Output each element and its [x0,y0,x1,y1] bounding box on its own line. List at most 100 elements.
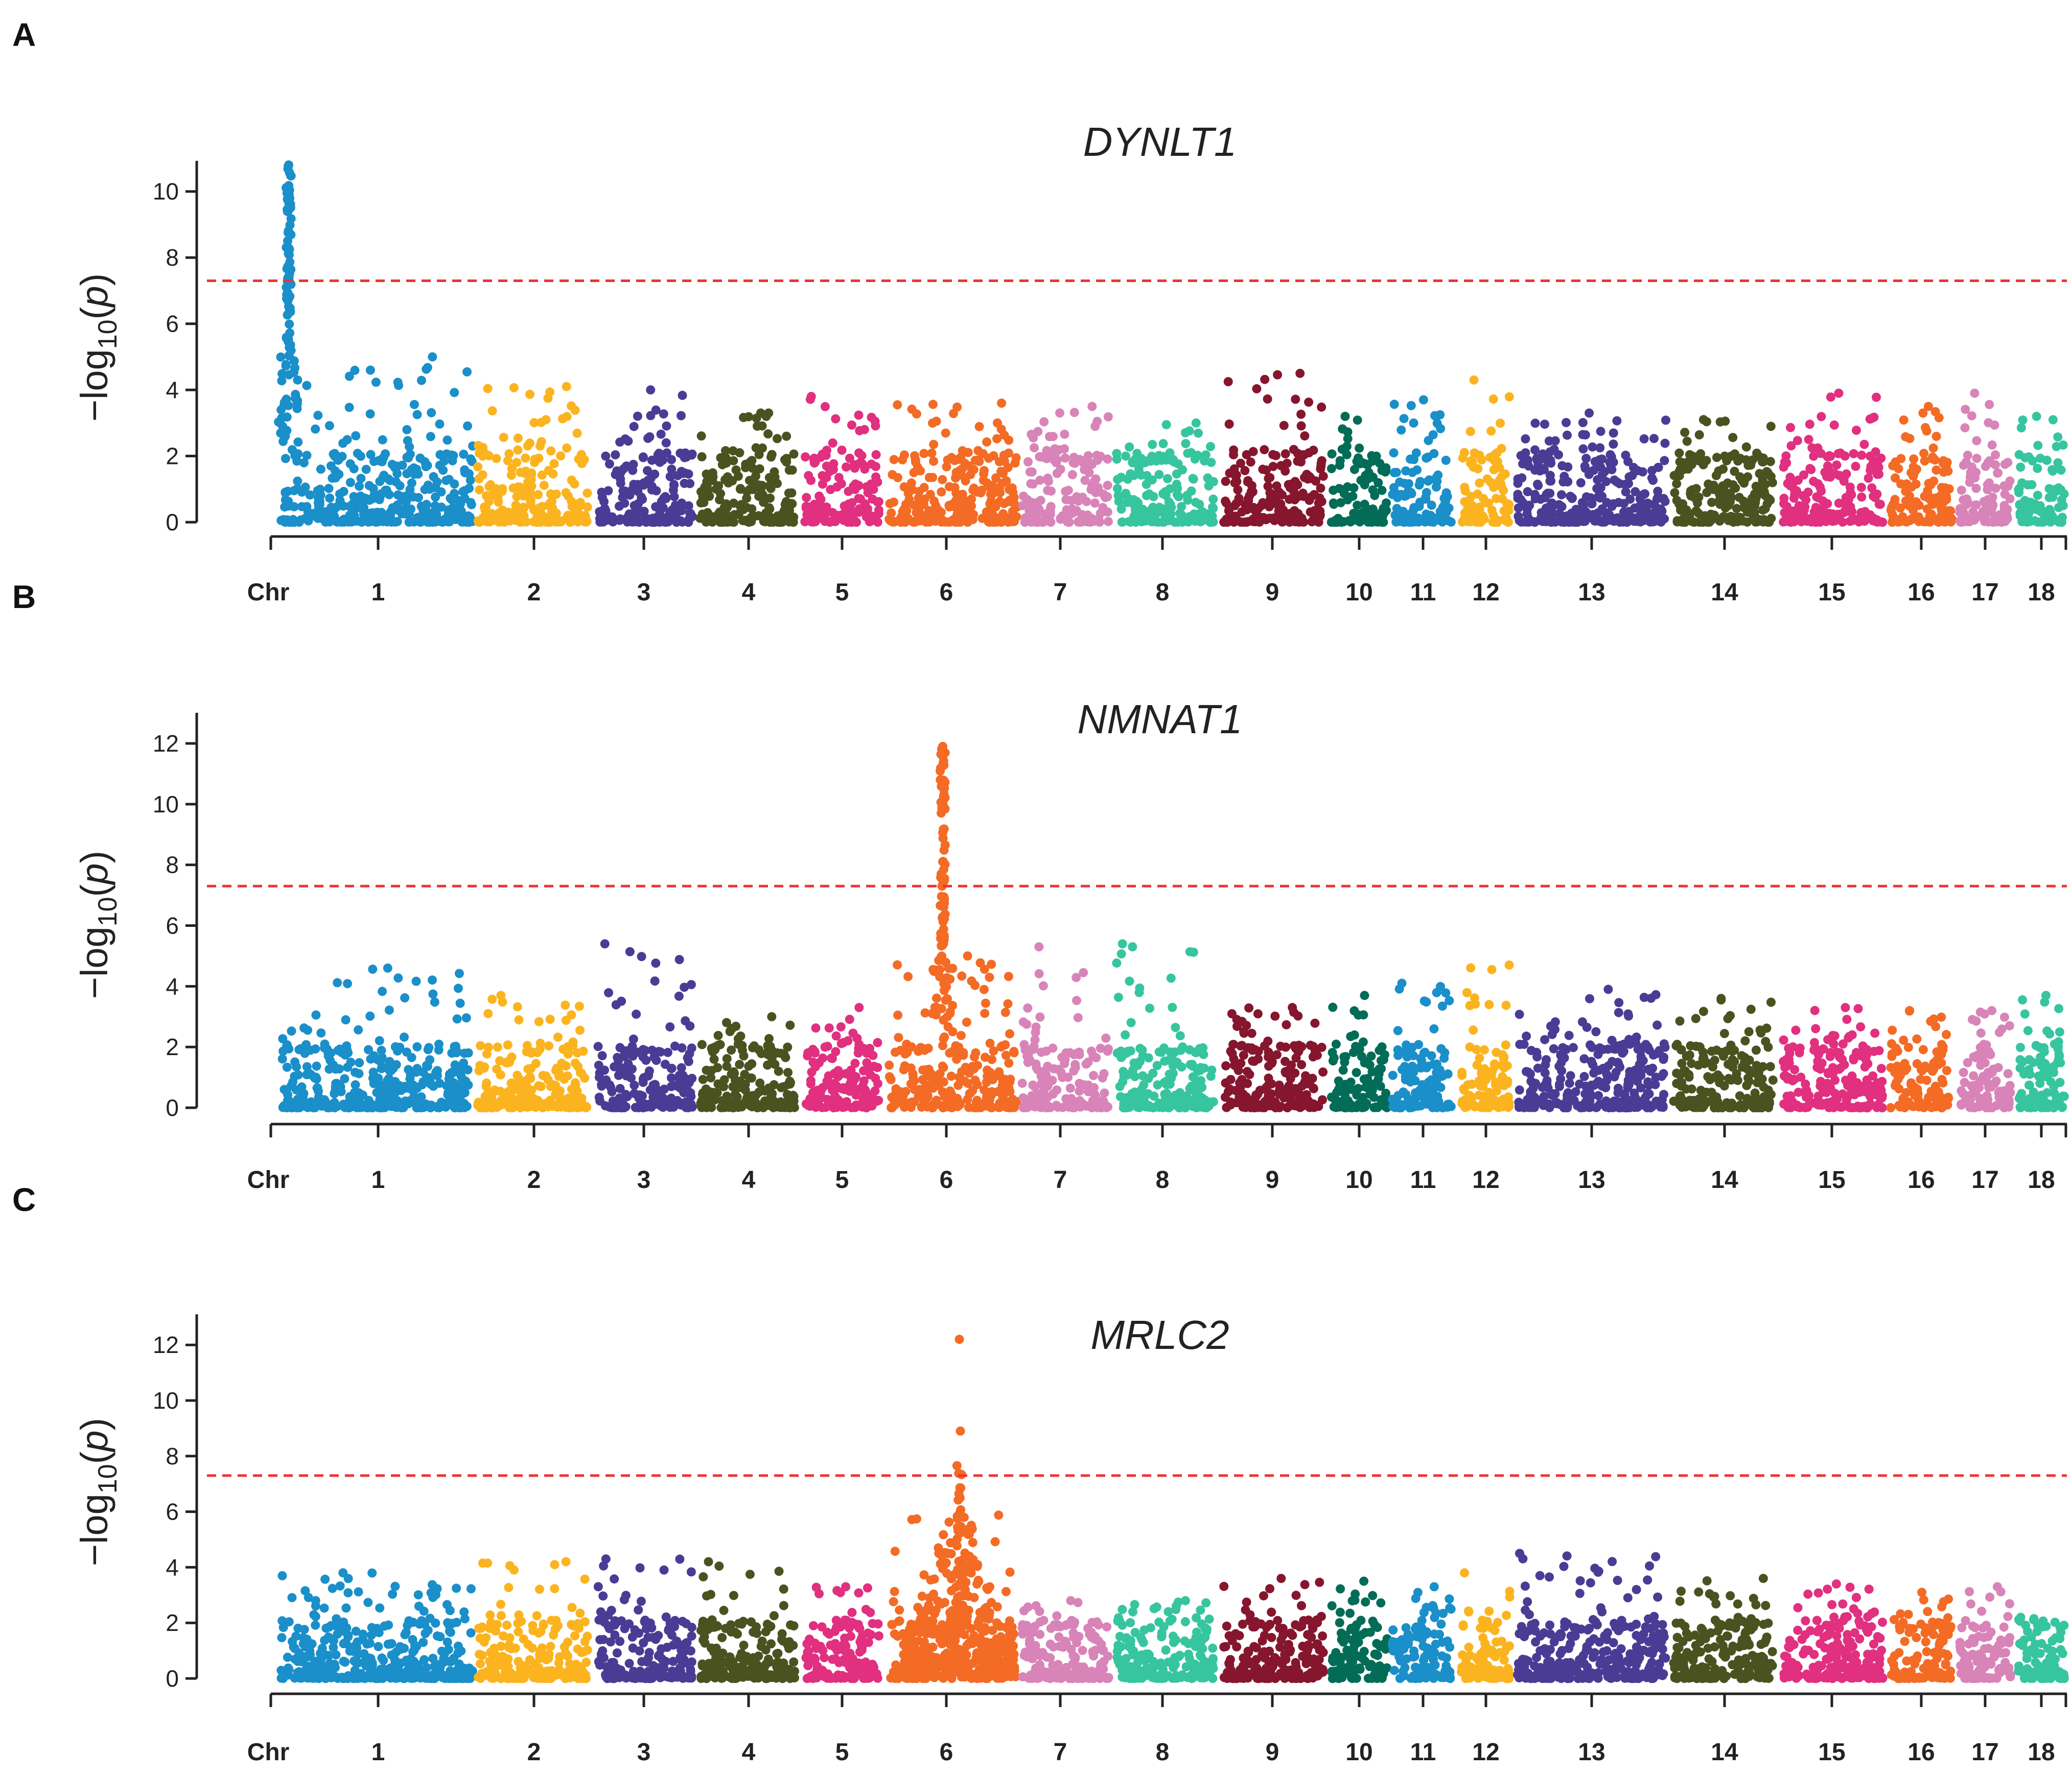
snp-point [1248,447,1258,456]
snp-point [853,481,863,491]
snp-point [465,512,475,522]
snp-point [282,333,291,343]
snp-point [1019,492,1028,501]
snp-point [998,509,1008,519]
snp-point [284,370,294,380]
snp-point [1901,432,1911,441]
snp-point [367,1100,377,1109]
snp-point [285,518,294,527]
snp-point [408,517,418,526]
snp-point [651,959,661,968]
snp-point [1003,999,1013,1009]
snp-point [1723,478,1732,488]
snp-point [1335,456,1345,465]
snp-point [1423,452,1433,462]
snp-point [720,1103,729,1112]
snp-point [1087,480,1097,490]
snp-point [765,504,775,514]
snp-point [748,463,758,473]
snp-point [713,1031,723,1040]
snp-point [1991,450,2000,460]
snp-point [887,508,896,518]
snp-point [1856,482,1866,492]
snp-point [1600,467,1610,476]
snp-point [1871,456,1880,466]
snp-point [1091,1091,1101,1101]
snp-point [1550,436,1560,446]
snp-point [2028,456,2037,466]
snp-point [1004,484,1014,494]
snp-point [1223,377,1233,386]
snp-point [1349,464,1359,474]
snp-point [292,399,302,408]
snp-point [1114,492,1124,501]
snp-point [1758,517,1768,527]
chromosome-label-11: 11 [1410,1167,1436,1194]
snp-point [460,468,470,478]
snp-point [377,1064,386,1074]
chromosome-18-points [2014,411,2069,527]
snp-point [324,483,334,493]
snp-point [897,514,907,524]
snp-point [431,492,440,502]
snp-point [730,1082,740,1091]
snp-point [899,450,909,460]
snp-point [754,1087,764,1097]
snp-point [1612,477,1622,487]
snp-point [810,1062,820,1071]
snp-point [375,1103,385,1112]
snp-point [301,514,311,523]
snp-point [910,1097,919,1107]
snp-point [546,446,556,456]
snp-point [1418,395,1428,405]
snp-point [1730,517,1740,526]
snp-point [1521,434,1530,444]
snp-point [443,435,452,445]
snp-point [1067,470,1077,479]
snp-point [765,493,775,503]
snp-point [1468,516,1477,526]
snp-point [616,468,625,477]
snp-point [1488,517,1498,527]
snp-point [929,496,939,506]
snp-point [645,1085,655,1095]
snp-point [509,383,519,392]
snp-point [1189,474,1198,484]
snp-point [482,1078,492,1088]
snp-point [453,984,463,993]
snp-point [1972,436,1982,446]
snp-point [969,483,979,493]
snp-point [889,455,899,464]
snp-point [565,517,575,527]
snp-point [845,453,854,463]
snp-point [549,459,559,469]
snp-point [1156,455,1166,465]
snp-point [1492,494,1501,503]
snp-point [409,400,419,409]
snp-point [415,453,425,463]
snp-point [938,779,948,788]
snp-point [1021,1103,1031,1112]
snp-point [1957,485,1966,495]
snp-point [1072,973,1081,983]
chromosome-12-points [1458,375,1514,527]
snp-point [515,482,525,492]
snp-point [824,1023,834,1033]
snp-point [1614,498,1623,507]
snp-point [350,365,360,375]
snp-point [412,410,422,419]
snp-point [643,466,652,476]
snp-point [611,1000,621,1010]
snp-point [651,502,661,511]
snp-point [1621,487,1631,497]
snp-point [677,506,686,516]
snp-point [1435,507,1445,517]
snp-point [1206,458,1216,467]
snp-point [340,1074,350,1084]
snp-point [873,1038,882,1047]
snp-point [769,1080,779,1089]
snp-point [532,510,542,520]
snp-point [516,468,525,477]
snp-point [1538,464,1547,474]
